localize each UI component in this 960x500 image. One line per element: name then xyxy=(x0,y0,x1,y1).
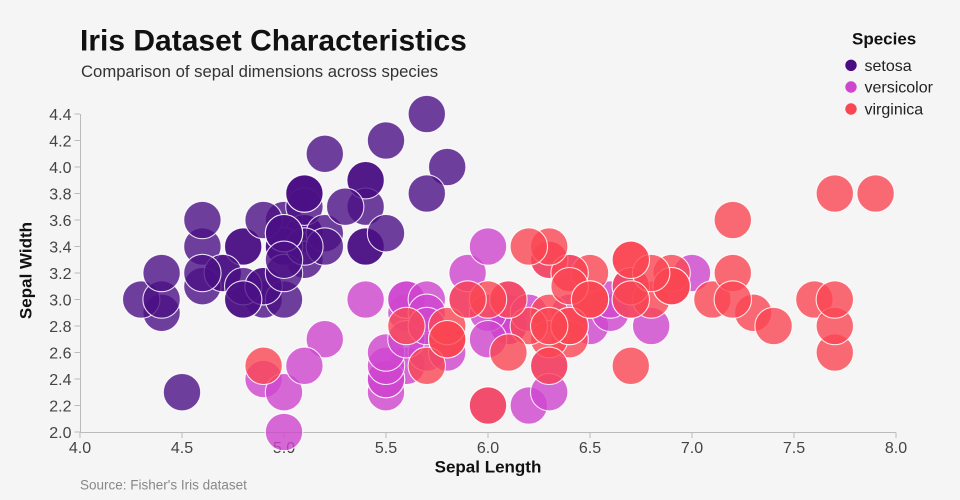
svg-text:4.4: 4.4 xyxy=(49,107,71,124)
svg-text:3.8: 3.8 xyxy=(49,187,71,204)
svg-text:5.5: 5.5 xyxy=(375,440,397,457)
svg-text:2.8: 2.8 xyxy=(49,319,71,336)
svg-text:versicolor: versicolor xyxy=(865,80,934,97)
svg-text:Sepal Length: Sepal Length xyxy=(435,458,542,477)
svg-text:3.0: 3.0 xyxy=(49,293,71,310)
svg-text:3.4: 3.4 xyxy=(49,240,71,257)
svg-text:3.2: 3.2 xyxy=(49,266,71,283)
svg-text:Species: Species xyxy=(852,30,916,49)
svg-text:4.0: 4.0 xyxy=(49,160,71,177)
svg-text:6.0: 6.0 xyxy=(477,440,499,457)
svg-text:setosa: setosa xyxy=(865,58,912,75)
svg-text:7.0: 7.0 xyxy=(681,440,703,457)
svg-text:4.5: 4.5 xyxy=(171,440,193,457)
svg-text:2.0: 2.0 xyxy=(49,425,71,442)
svg-text:2.2: 2.2 xyxy=(49,399,71,416)
svg-text:2.4: 2.4 xyxy=(49,372,71,389)
svg-text:virginica: virginica xyxy=(865,102,924,119)
svg-text:4.0: 4.0 xyxy=(69,440,91,457)
svg-text:3.6: 3.6 xyxy=(49,213,71,230)
svg-text:Sepal Width: Sepal Width xyxy=(17,222,36,319)
svg-text:7.5: 7.5 xyxy=(783,440,805,457)
svg-text:Comparison of sepal dimensions: Comparison of sepal dimensions across sp… xyxy=(81,62,438,81)
svg-text:4.2: 4.2 xyxy=(49,134,71,151)
svg-text:Source: Fisher's Iris dataset: Source: Fisher's Iris dataset xyxy=(80,478,247,493)
svg-text:2.6: 2.6 xyxy=(49,346,71,363)
svg-text:Iris Dataset Characteristics: Iris Dataset Characteristics xyxy=(80,25,467,58)
svg-text:6.5: 6.5 xyxy=(579,440,601,457)
svg-text:8.0: 8.0 xyxy=(885,440,907,457)
